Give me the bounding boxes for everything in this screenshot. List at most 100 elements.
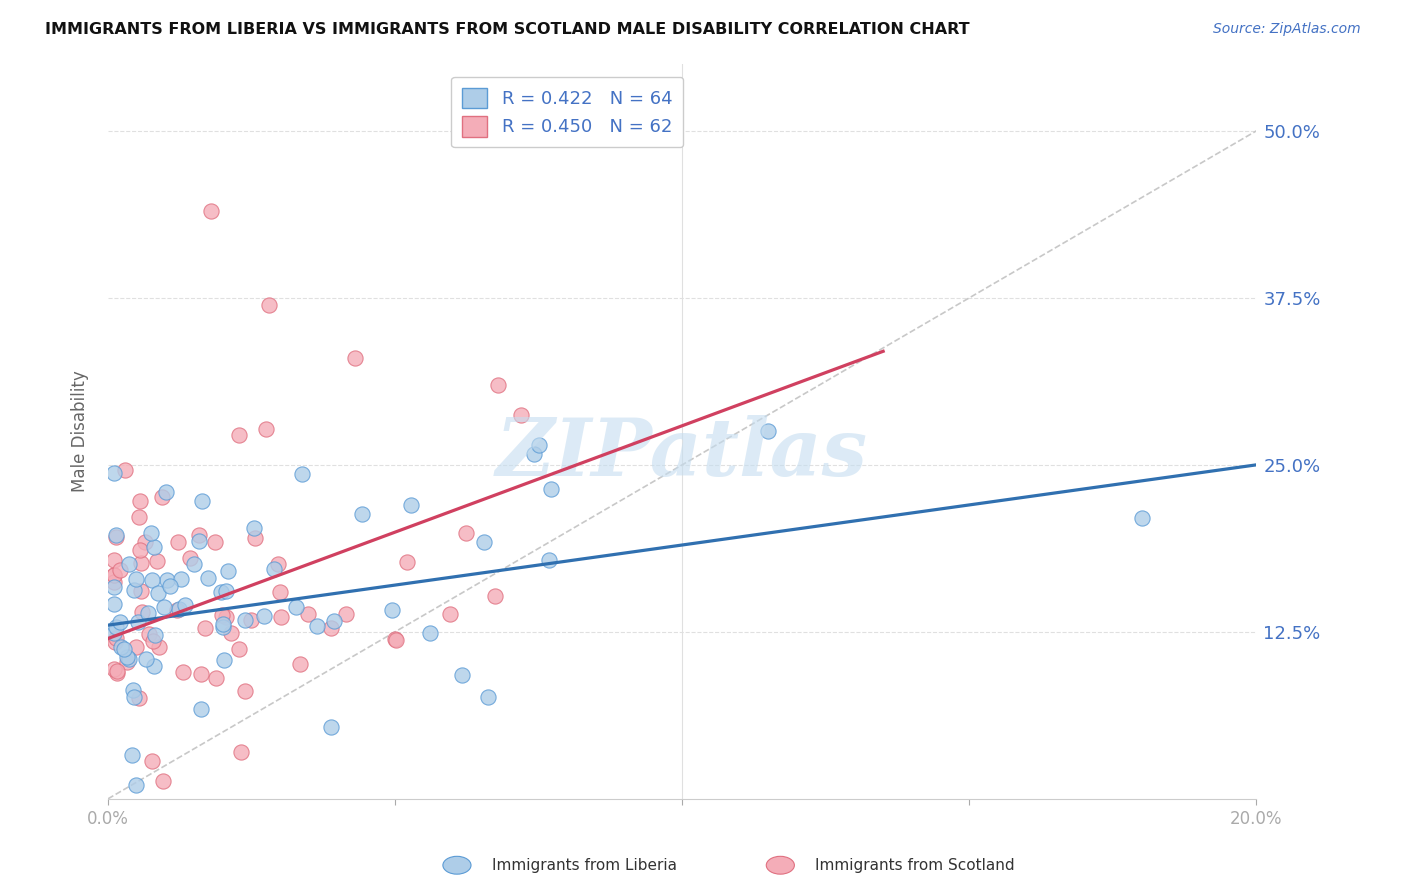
Text: Source: ZipAtlas.com: Source: ZipAtlas.com <box>1213 22 1361 37</box>
Y-axis label: Male Disability: Male Disability <box>72 370 89 492</box>
Point <box>124 572 146 586</box>
Point <box>263 561 285 575</box>
Point <box>146 586 169 600</box>
Point <box>104 530 127 544</box>
Point <box>399 499 422 513</box>
Point <box>290 657 312 671</box>
Point <box>488 377 510 392</box>
Point <box>103 567 125 582</box>
Point <box>125 779 148 793</box>
Point <box>141 573 163 587</box>
Point <box>129 494 152 508</box>
Point <box>141 526 163 541</box>
Point <box>472 534 495 549</box>
Legend: R = 0.422   N = 64, R = 0.450   N = 62: R = 0.422 N = 64, R = 0.450 N = 62 <box>451 77 683 147</box>
Point <box>141 754 163 768</box>
Point <box>129 556 152 570</box>
Point <box>131 606 153 620</box>
Point <box>103 575 125 590</box>
Point <box>142 658 165 673</box>
Point <box>105 620 128 634</box>
Point <box>121 748 143 763</box>
Point <box>291 467 314 482</box>
Point <box>138 626 160 640</box>
Point <box>243 531 266 545</box>
Point <box>103 553 125 567</box>
Point <box>190 667 212 681</box>
Point <box>103 567 125 582</box>
Point <box>297 607 319 622</box>
Point <box>254 422 277 436</box>
Point <box>204 534 226 549</box>
Point <box>105 665 128 680</box>
Point <box>454 525 477 540</box>
Point <box>190 701 212 715</box>
Point <box>167 535 190 549</box>
Point <box>103 466 125 480</box>
Point <box>211 608 233 623</box>
Point <box>267 557 290 571</box>
Point <box>115 650 138 665</box>
Point <box>110 640 132 655</box>
Point <box>233 684 256 698</box>
Point <box>215 584 238 599</box>
Text: Immigrants from Scotland: Immigrants from Scotland <box>815 858 1015 872</box>
Point <box>523 447 546 461</box>
Point <box>209 585 232 599</box>
Point <box>114 462 136 476</box>
Text: ZIPatlas: ZIPatlas <box>496 415 869 492</box>
Point <box>197 571 219 585</box>
Point <box>148 640 170 654</box>
Point <box>128 510 150 524</box>
Point <box>170 572 193 586</box>
Point <box>114 641 136 656</box>
Point <box>384 632 406 647</box>
Point <box>105 664 128 678</box>
Point <box>125 640 148 654</box>
Point <box>217 564 239 578</box>
Point <box>156 573 179 587</box>
Point <box>103 662 125 676</box>
Text: Immigrants from Liberia: Immigrants from Liberia <box>492 858 678 872</box>
Point <box>343 351 366 365</box>
Point <box>540 482 562 496</box>
Point <box>134 535 156 549</box>
Point <box>242 520 264 534</box>
Point <box>484 590 506 604</box>
Point <box>122 690 145 704</box>
Point <box>305 618 328 632</box>
Point <box>194 621 217 635</box>
Point <box>142 634 165 648</box>
Point <box>179 551 201 566</box>
Point <box>335 607 357 622</box>
Point <box>756 425 779 439</box>
Point <box>172 665 194 679</box>
Text: IMMIGRANTS FROM LIBERIA VS IMMIGRANTS FROM SCOTLAND MALE DISABILITY CORRELATION : IMMIGRANTS FROM LIBERIA VS IMMIGRANTS FR… <box>45 22 970 37</box>
Point <box>155 485 177 500</box>
Point <box>385 632 408 647</box>
Point <box>233 613 256 627</box>
Point <box>122 582 145 597</box>
Point <box>128 690 150 705</box>
Point <box>352 507 374 521</box>
Point <box>212 620 235 634</box>
Point <box>381 602 404 616</box>
Point <box>152 773 174 788</box>
Point <box>257 297 280 311</box>
Point <box>228 641 250 656</box>
Point <box>395 555 418 569</box>
Point <box>439 607 461 621</box>
Point <box>103 580 125 594</box>
Point <box>510 409 533 423</box>
Point <box>188 527 211 541</box>
Point <box>169 601 191 615</box>
Point <box>538 553 561 567</box>
Point <box>108 615 131 630</box>
Point <box>183 557 205 571</box>
Point <box>451 667 474 681</box>
Point <box>127 615 149 629</box>
Point <box>152 600 174 615</box>
Point <box>159 579 181 593</box>
Point <box>108 563 131 577</box>
Point <box>270 610 292 624</box>
